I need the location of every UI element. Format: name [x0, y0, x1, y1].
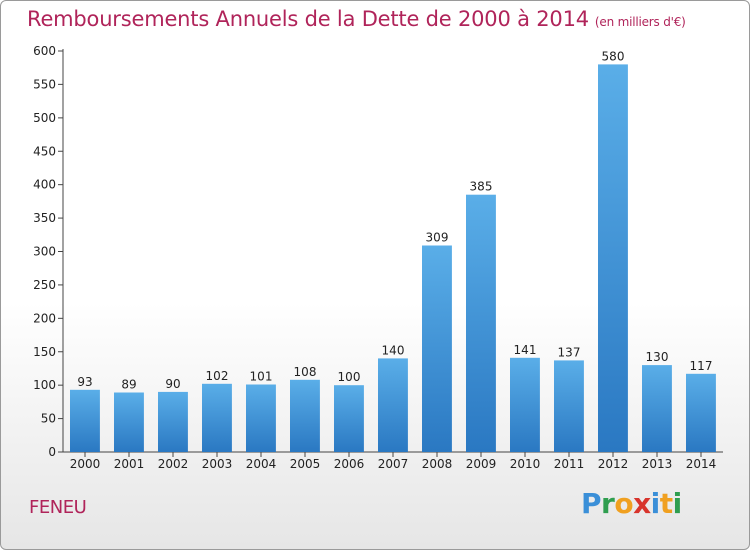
chart-bars — [70, 64, 716, 453]
x-tick-label: 2009 — [466, 457, 497, 471]
y-tick-label: 200 — [33, 311, 56, 325]
bar-value-label: 100 — [338, 370, 361, 384]
bar-2011 — [554, 360, 584, 452]
proxiti-logo: Proxiti — [581, 487, 682, 520]
bar-value-label: 130 — [646, 350, 669, 364]
logo-letter: x — [633, 487, 651, 520]
chart-labels: 2000 93 2001 89 2002 90 2003 102 2004 101 2005 108 2… — [70, 49, 717, 471]
logo-letter: r — [601, 487, 615, 520]
bar-value-label: 101 — [250, 369, 273, 383]
bar-value-label: 140 — [382, 343, 405, 357]
y-tick-label: 450 — [33, 144, 56, 158]
bar-2009 — [466, 194, 496, 452]
y-tick-label: 300 — [33, 245, 56, 259]
logo-letter: t — [659, 487, 673, 520]
chart-unit-note: (en milliers d'€) — [594, 15, 686, 29]
bar-2004 — [246, 384, 276, 452]
x-tick-label: 2001 — [114, 457, 145, 471]
bar-2013 — [642, 365, 672, 452]
y-tick-label: 600 — [33, 44, 56, 58]
bar-value-label: 117 — [690, 359, 713, 373]
x-tick-label: 2012 — [598, 457, 629, 471]
bar-value-label: 89 — [121, 378, 136, 392]
logo-letter: o — [614, 487, 634, 520]
x-tick-label: 2008 — [422, 457, 453, 471]
x-tick-label: 2011 — [554, 457, 585, 471]
logo-letter: i — [672, 487, 683, 520]
bar-value-label: 137 — [558, 345, 581, 359]
y-tick-label: 0 — [48, 445, 56, 459]
x-tick-label: 2005 — [290, 457, 321, 471]
x-tick-label: 2014 — [686, 457, 717, 471]
chart-title-text: Remboursements Annuels de la Dette de 20… — [27, 7, 589, 31]
bar-2002 — [158, 391, 188, 452]
y-tick-label: 250 — [33, 278, 56, 292]
bar-value-label: 102 — [206, 369, 229, 383]
x-tick-label: 2007 — [378, 457, 409, 471]
x-tick-label: 2002 — [158, 457, 189, 471]
bar-2006 — [334, 385, 364, 452]
x-tick-label: 2006 — [334, 457, 365, 471]
y-tick-label: 50 — [41, 412, 56, 426]
bar-2008 — [422, 245, 452, 452]
x-tick-label: 2003 — [202, 457, 233, 471]
chart-axes: 0 50 100 150 200 250 300 350 400 450 500 550 600 — [33, 44, 723, 459]
x-tick-label: 2000 — [70, 457, 101, 471]
bar-value-label: 93 — [77, 375, 92, 389]
y-tick-label: 350 — [33, 211, 56, 225]
bar-value-label: 90 — [165, 377, 180, 391]
commune-name: FENEU — [29, 497, 87, 518]
bar-2007 — [378, 358, 408, 452]
logo-letter: i — [650, 487, 661, 520]
bar-value-label: 385 — [470, 180, 493, 194]
bar-value-label: 108 — [294, 365, 317, 379]
y-tick-label: 150 — [33, 345, 56, 359]
x-tick-label: 2010 — [510, 457, 541, 471]
bar-2000 — [70, 389, 100, 452]
y-tick-label: 550 — [33, 77, 56, 91]
bar-value-label: 141 — [514, 343, 537, 357]
y-tick-label: 500 — [33, 111, 56, 125]
bar-value-label: 580 — [602, 49, 625, 63]
y-tick-label: 100 — [33, 378, 56, 392]
bar-2010 — [510, 357, 540, 452]
bar-2001 — [114, 392, 144, 452]
logo-letter: P — [581, 487, 602, 520]
bar-2005 — [290, 379, 320, 452]
y-tick-label: 400 — [33, 178, 56, 192]
chart-title: Remboursements Annuels de la Dette de 20… — [27, 7, 686, 31]
bar-2012 — [598, 64, 628, 453]
x-tick-label: 2004 — [246, 457, 277, 471]
bar-2003 — [202, 383, 232, 452]
x-tick-label: 2013 — [642, 457, 673, 471]
bar-2014 — [686, 373, 716, 452]
bar-value-label: 309 — [426, 230, 449, 244]
